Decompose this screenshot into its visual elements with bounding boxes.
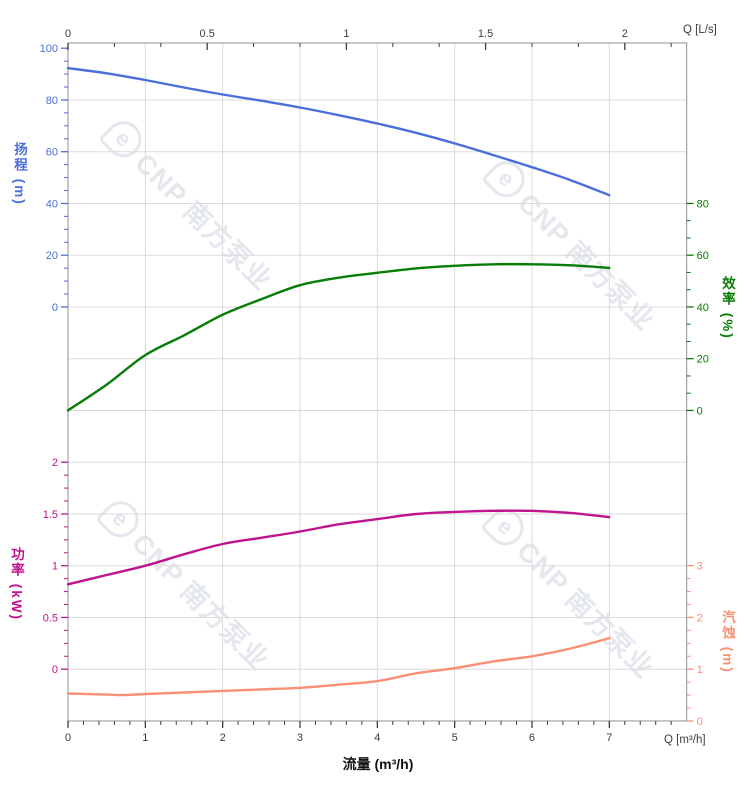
- gridlines: [68, 43, 687, 721]
- power-tick-label: 0.5: [43, 612, 58, 624]
- bottom-tick-label: 0: [65, 732, 71, 744]
- bottom-tick-label: 1: [142, 732, 148, 744]
- npsh-tick-label: 3: [697, 561, 703, 573]
- top-tick-label: 2: [622, 28, 628, 40]
- efficiency-axis-title: 效率 (%): [720, 276, 735, 340]
- bottom-tick-label: 5: [452, 732, 458, 744]
- flow-axis-title: 流量 (m³/h): [342, 756, 414, 772]
- head-tick-label: 100: [40, 43, 58, 55]
- bottom-tick-label: 4: [374, 732, 380, 744]
- bottom-tick-label: 7: [606, 732, 612, 744]
- power-curve: [66, 509, 611, 586]
- eff-tick-label: 20: [697, 354, 709, 366]
- bottom-tick-label: 6: [529, 732, 535, 744]
- efficiency-curve: [66, 262, 611, 412]
- eff-tick-label: 0: [697, 405, 703, 417]
- head-tick-label: 0: [52, 302, 58, 314]
- top-tick-label: 1.5: [478, 28, 493, 40]
- npsh-tick-label: 0: [697, 716, 703, 728]
- npsh-tick-label: 2: [697, 612, 703, 624]
- head-axis: 0 20 40 60 80 100: [40, 43, 68, 314]
- power-tick-label: 0: [52, 664, 58, 676]
- head-tick-label: 20: [46, 250, 58, 262]
- bottom-tick-label: 3: [297, 732, 303, 744]
- npsh-axis: 0 1 2 3: [686, 561, 703, 728]
- top-axis: 0 0.5 1 1.5 2: [65, 28, 672, 50]
- eff-tick-label: 60: [697, 250, 709, 262]
- top-tick-label: 0: [65, 28, 71, 40]
- power-tick-label: 2: [52, 457, 58, 469]
- power-axis-title: 功率 (kW): [9, 547, 24, 621]
- power-tick-label: 1.5: [43, 509, 58, 521]
- top-axis-unit-label: Q [L/s]: [683, 24, 717, 36]
- head-tick-label: 40: [46, 198, 58, 210]
- bottom-axis-unit-label: Q [m³/h]: [664, 734, 706, 746]
- head-tick-label: 80: [46, 95, 58, 107]
- bottom-axis: 0 1 2 3 4 5 6 7: [65, 720, 672, 744]
- top-tick-label: 1: [343, 28, 349, 40]
- head-tick-label: 60: [46, 147, 58, 159]
- head-axis-title: 扬程 (m): [12, 142, 27, 206]
- top-tick-label: 0.5: [200, 28, 215, 40]
- eff-tick-label: 40: [697, 302, 709, 314]
- power-tick-label: 1: [52, 561, 58, 573]
- npsh-tick-label: 1: [697, 664, 703, 676]
- eff-axis: 0 20 40 60 80: [686, 198, 709, 417]
- bottom-tick-label: 2: [220, 732, 226, 744]
- head-curve: [66, 66, 611, 197]
- npsh-curve: [66, 637, 611, 697]
- power-axis: 0 0.5 1 1.5 2: [43, 457, 68, 676]
- eff-tick-label: 80: [697, 198, 709, 210]
- npsh-axis-title: 汽蚀 (m): [720, 610, 735, 674]
